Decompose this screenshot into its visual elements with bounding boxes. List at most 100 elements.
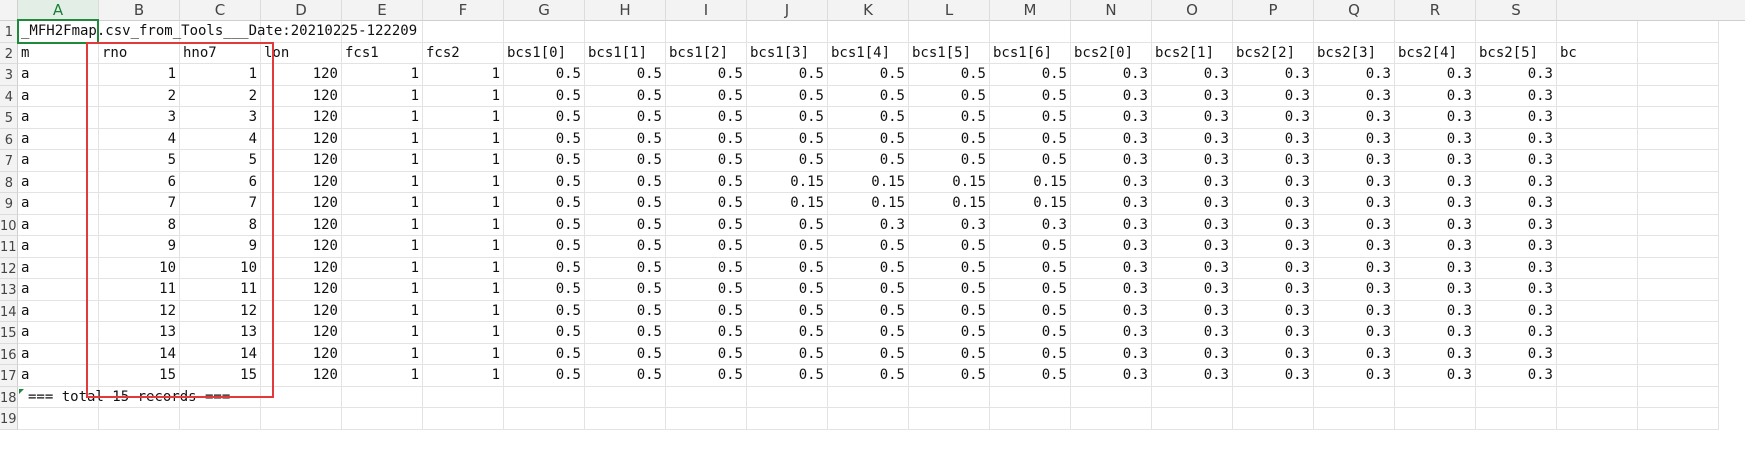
empty-cell[interactable] — [504, 408, 585, 430]
table-cell[interactable]: 0.3 — [1152, 322, 1233, 344]
row-header-5[interactable]: 5 — [0, 107, 18, 129]
table-cell[interactable]: 0.3 — [1395, 300, 1476, 322]
table-cell[interactable]: 1 — [423, 365, 504, 387]
header-cell[interactable]: bcs2[0] — [1071, 42, 1152, 64]
table-cell[interactable]: 0.5 — [828, 107, 909, 129]
table-cell[interactable]: 0.5 — [909, 365, 990, 387]
empty-cell[interactable] — [504, 21, 585, 43]
table-cell[interactable]: 0.3 — [909, 214, 990, 236]
empty-cell[interactable] — [828, 386, 909, 408]
empty-cell[interactable] — [585, 386, 666, 408]
table-cell[interactable]: 0.5 — [585, 107, 666, 129]
table-cell[interactable]: 0.3 — [1314, 171, 1395, 193]
table-cell[interactable]: 0.3 — [1395, 150, 1476, 172]
table-cell[interactable]: 0.5 — [990, 236, 1071, 258]
table-cell[interactable]: 0.3 — [990, 214, 1071, 236]
table-cell[interactable]: 0.5 — [504, 128, 585, 150]
empty-cell[interactable] — [1638, 236, 1719, 258]
column-header-j[interactable]: J — [747, 0, 828, 21]
table-cell[interactable]: 7 — [99, 193, 180, 215]
table-cell[interactable]: 4 — [180, 128, 261, 150]
empty-cell[interactable] — [666, 408, 747, 430]
table-cell[interactable]: 11 — [180, 279, 261, 301]
table-cell[interactable]: 1 — [423, 128, 504, 150]
column-header-m[interactable]: M — [990, 0, 1071, 21]
table-cell[interactable]: 0.5 — [504, 365, 585, 387]
table-cell[interactable]: 8 — [99, 214, 180, 236]
table-cell[interactable]: 0.3 — [1233, 236, 1314, 258]
table-cell[interactable]: 0.3 — [1476, 171, 1557, 193]
empty-cell[interactable] — [180, 408, 261, 430]
table-cell[interactable]: 0.5 — [990, 365, 1071, 387]
table-cell[interactable]: 0.5 — [585, 236, 666, 258]
table-cell[interactable]: 0.3 — [1152, 85, 1233, 107]
table-cell[interactable]: a — [18, 150, 99, 172]
empty-cell[interactable] — [1638, 343, 1719, 365]
header-cell[interactable]: bcs2[3] — [1314, 42, 1395, 64]
empty-cell[interactable] — [1638, 279, 1719, 301]
table-cell[interactable]: 1 — [342, 236, 423, 258]
table-cell[interactable]: 0.5 — [585, 214, 666, 236]
table-cell[interactable]: 0.3 — [1476, 300, 1557, 322]
empty-cell[interactable] — [1557, 107, 1638, 129]
table-cell[interactable]: 0.5 — [909, 300, 990, 322]
table-cell[interactable]: 1 — [342, 365, 423, 387]
table-cell[interactable]: 6 — [99, 171, 180, 193]
empty-cell[interactable] — [1233, 21, 1314, 43]
empty-cell[interactable] — [261, 386, 342, 408]
table-cell[interactable]: 0.3 — [1152, 107, 1233, 129]
row-header-8[interactable]: 8 — [0, 171, 18, 193]
table-cell[interactable]: 0.5 — [504, 214, 585, 236]
column-header-g[interactable]: G — [504, 0, 585, 21]
table-cell[interactable]: a — [18, 279, 99, 301]
table-cell[interactable]: 0.5 — [828, 257, 909, 279]
table-cell[interactable]: 0.3 — [1071, 128, 1152, 150]
column-header-overflow[interactable] — [1557, 0, 1745, 21]
table-cell[interactable]: 0.3 — [1395, 107, 1476, 129]
column-header-c[interactable]: C — [180, 0, 261, 21]
table-cell[interactable]: 0.5 — [504, 171, 585, 193]
empty-cell[interactable] — [1638, 128, 1719, 150]
table-cell[interactable]: 0.3 — [1071, 279, 1152, 301]
table-cell[interactable]: 0.5 — [828, 236, 909, 258]
table-cell[interactable]: 0.3 — [1476, 343, 1557, 365]
table-cell[interactable]: 0.5 — [585, 300, 666, 322]
empty-cell[interactable] — [1557, 408, 1638, 430]
table-cell[interactable]: 0.3 — [1233, 322, 1314, 344]
table-cell[interactable]: 0.3 — [1152, 236, 1233, 258]
empty-cell[interactable] — [1557, 171, 1638, 193]
table-cell[interactable]: 0.5 — [585, 128, 666, 150]
table-cell[interactable]: 0.15 — [909, 171, 990, 193]
table-cell[interactable]: 0.3 — [1314, 236, 1395, 258]
empty-cell[interactable] — [1152, 408, 1233, 430]
table-cell[interactable]: 0.5 — [828, 150, 909, 172]
table-cell[interactable]: 0.3 — [1395, 279, 1476, 301]
table-cell[interactable]: 5 — [180, 150, 261, 172]
table-cell[interactable]: 0.5 — [909, 343, 990, 365]
empty-cell[interactable] — [1152, 21, 1233, 43]
table-cell[interactable]: 0.3 — [1476, 193, 1557, 215]
table-cell[interactable]: 0.5 — [585, 64, 666, 86]
table-cell[interactable]: 0.3 — [1233, 171, 1314, 193]
empty-cell[interactable] — [747, 386, 828, 408]
row-header-2[interactable]: 2 — [0, 42, 18, 64]
empty-cell[interactable] — [1638, 300, 1719, 322]
empty-cell[interactable] — [1476, 21, 1557, 43]
table-cell[interactable]: 0.5 — [747, 128, 828, 150]
empty-cell[interactable] — [1476, 386, 1557, 408]
empty-cell[interactable] — [1557, 214, 1638, 236]
column-header-p[interactable]: P — [1233, 0, 1314, 21]
empty-cell[interactable] — [1557, 343, 1638, 365]
table-cell[interactable]: 0.3 — [1152, 300, 1233, 322]
table-cell[interactable]: 0.5 — [504, 257, 585, 279]
empty-cell[interactable] — [1557, 386, 1638, 408]
table-cell[interactable]: 0.3 — [1314, 64, 1395, 86]
empty-cell[interactable] — [1638, 21, 1719, 43]
table-cell[interactable]: 11 — [99, 279, 180, 301]
table-cell[interactable]: a — [18, 171, 99, 193]
column-header-i[interactable]: I — [666, 0, 747, 21]
table-cell[interactable]: 0.5 — [504, 343, 585, 365]
table-cell[interactable]: 0.5 — [828, 128, 909, 150]
row-header-12[interactable]: 12 — [0, 257, 18, 279]
header-cell[interactable]: bcs1[6] — [990, 42, 1071, 64]
